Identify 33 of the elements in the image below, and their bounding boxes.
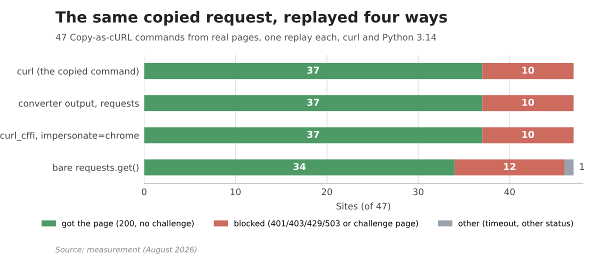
x-axis-title: Sites (of 47) [336, 202, 390, 211]
y-tick-label: converter output, requests [18, 100, 139, 108]
y-tick-label: curl_cffi, impersonate=chrome [0, 132, 139, 141]
chart-subtitle: 47 Copy-as-cURL commands from real pages, one replay each, curl and Python 3.14 [56, 34, 436, 42]
bar [144, 127, 482, 144]
x-tick-label: 0 [142, 188, 146, 196]
data-label: 1 [580, 163, 584, 170]
y-tick-label: bare requests.get() [53, 164, 139, 173]
bar [482, 95, 574, 112]
bar [482, 63, 574, 80]
data-label: 10 [522, 98, 534, 106]
x-tick-label: 20 [322, 188, 332, 196]
bar [564, 159, 574, 176]
data-label: 12 [504, 162, 516, 170]
bar [144, 95, 482, 112]
x-tick-label: 40 [504, 188, 515, 196]
data-label: 37 [307, 66, 320, 74]
y-tick-label: curl (the copied command) [17, 68, 139, 76]
legend-label: got the page (200, no challenge) [62, 220, 194, 228]
data-label: 37 [307, 130, 320, 138]
chart-title: The same copied request, replayed four ways [56, 10, 447, 26]
data-label: 34 [294, 162, 306, 170]
legend-label: other (timeout, other status) [458, 220, 573, 228]
legend-label: blocked (401/403/429/503 or challenge page) [234, 220, 418, 228]
bar [454, 159, 564, 176]
bar [482, 127, 574, 144]
data-label: 10 [522, 130, 534, 138]
x-tick-label: 30 [413, 188, 424, 196]
bar [144, 63, 482, 80]
bar [144, 159, 455, 176]
data-label: 37 [307, 98, 320, 106]
data-label: 10 [522, 66, 534, 74]
x-tick-label: 10 [230, 188, 241, 196]
